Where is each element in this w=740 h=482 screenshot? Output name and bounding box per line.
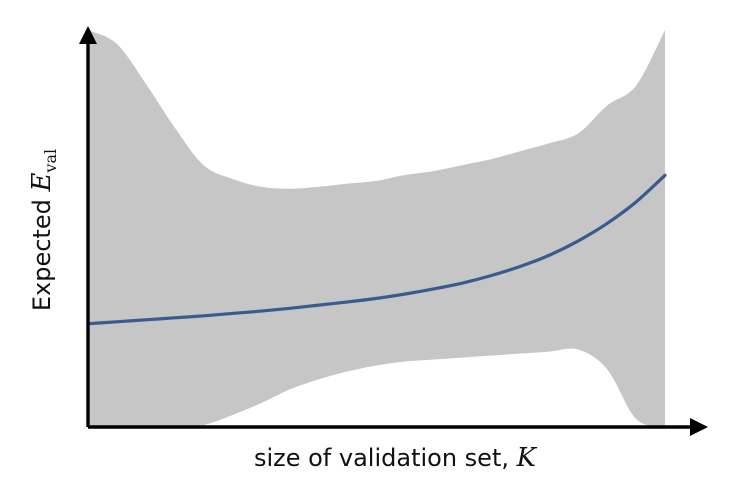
y-axis-label-text: Expected [28, 192, 56, 312]
y-axis-label: Expected Eval [27, 149, 60, 311]
x-axis-label: size of validation set, K [254, 443, 538, 473]
mean-curve [86, 173, 667, 326]
x-axis-label-symbol: K [516, 443, 538, 473]
y-axis-arrowhead [79, 26, 97, 44]
confidence-band [88, 30, 665, 428]
x-axis-arrowhead [690, 418, 708, 436]
y-axis-label-symbol: E [27, 173, 57, 193]
x-axis-label-text: size of validation set, [254, 444, 517, 472]
y-axis-label-subscript: val [41, 149, 60, 174]
